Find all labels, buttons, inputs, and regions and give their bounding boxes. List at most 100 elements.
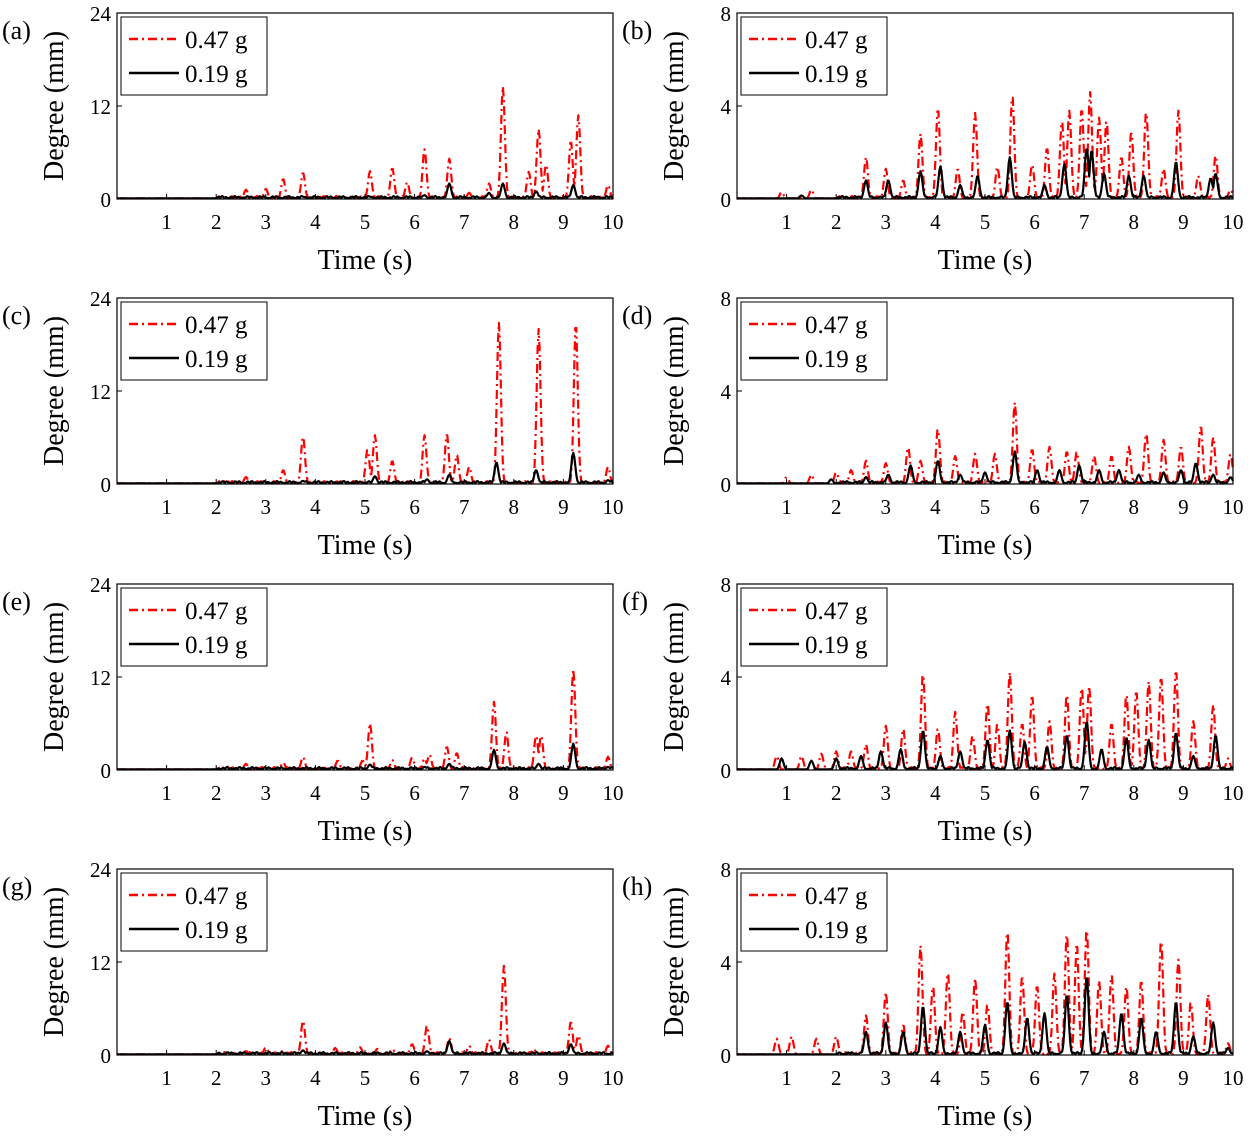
legend: 0.47 g 0.19 g	[740, 872, 888, 952]
x-tick-label: 7	[459, 210, 470, 234]
x-tick-label: 10	[603, 781, 624, 805]
x-tick-label: 6	[409, 1066, 420, 1090]
panel-d: (d) 1 2 3 4 5 6 7 8 9 10 0 4 8 Time (s) Degree (mm) 0.47…	[622, 287, 1244, 561]
legend-label: 0.47 g	[805, 312, 868, 339]
y-tick-label: 4	[721, 666, 732, 690]
x-tick-label: 4	[930, 495, 941, 519]
x-tick-label: 4	[310, 781, 321, 805]
legend-label: 0.47 g	[805, 27, 868, 54]
panel-h: (h) 1 2 3 4 5 6 7 8 9 10 0 4 8 Time (s) Degree (mm) 0.47…	[622, 858, 1244, 1132]
x-tick-label: 2	[831, 210, 842, 234]
x-tick-label: 3	[881, 781, 892, 805]
legend: 0.47 g 0.19 g	[120, 872, 268, 952]
y-axis-label: Degree (mm)	[659, 31, 690, 181]
panel-label: (h)	[622, 872, 652, 901]
x-tick-label: 7	[1079, 495, 1090, 519]
x-tick-label: 2	[831, 1066, 842, 1090]
panel-label: (d)	[622, 301, 652, 330]
legend-label: 0.47 g	[805, 598, 868, 625]
y-tick-label: 24	[90, 287, 112, 311]
x-tick-label: 9	[1178, 495, 1189, 519]
legend: 0.47 g 0.19 g	[740, 587, 888, 667]
legend-label: 0.47 g	[805, 883, 868, 910]
x-tick-label: 3	[881, 210, 892, 234]
x-tick-label: 7	[459, 1066, 470, 1090]
x-tick-label: 9	[558, 1066, 569, 1090]
x-tick-label: 3	[261, 495, 272, 519]
x-tick-label: 8	[509, 495, 520, 519]
x-tick-label: 7	[459, 495, 470, 519]
y-tick-label: 8	[721, 2, 732, 26]
y-tick-label: 12	[90, 951, 111, 975]
legend-box	[740, 16, 888, 96]
x-axis-label: Time (s)	[318, 245, 413, 276]
legend-label: 0.19 g	[805, 346, 868, 373]
y-tick-label: 8	[721, 573, 732, 597]
legend-label: 0.19 g	[805, 917, 868, 944]
y-tick-label: 0	[101, 759, 112, 783]
y-tick-label: 0	[721, 759, 732, 783]
legend: 0.47 g 0.19 g	[740, 16, 888, 96]
y-axis-label: Degree (mm)	[659, 887, 690, 1037]
series-line-0-47-g	[116, 668, 614, 771]
legend-box	[740, 872, 888, 952]
x-axis-label: Time (s)	[318, 816, 413, 847]
legend-box	[740, 587, 888, 667]
series-line-0-47-g	[116, 964, 614, 1056]
x-tick-label: 3	[881, 495, 892, 519]
x-tick-label: 2	[831, 781, 842, 805]
x-tick-label: 7	[1079, 1066, 1090, 1090]
x-tick-label: 1	[781, 495, 792, 519]
series-line-0-47-g	[736, 91, 1235, 200]
legend-label: 0.47 g	[185, 27, 248, 54]
series-line-0-19-g	[736, 450, 1234, 485]
x-tick-label: 4	[930, 781, 941, 805]
y-axis-label: Degree (mm)	[659, 602, 690, 752]
series-line-0-47-g	[736, 401, 1235, 485]
x-tick-label: 3	[261, 210, 272, 234]
x-tick-label: 6	[409, 781, 420, 805]
y-tick-label: 0	[101, 1044, 112, 1068]
y-tick-label: 4	[721, 95, 732, 119]
x-tick-label: 9	[558, 210, 569, 234]
y-axis-label: Degree (mm)	[39, 316, 70, 466]
panel-label: (f)	[622, 587, 648, 616]
panel-f: (f) 1 2 3 4 5 6 7 8 9 10 0 4 8 Time (s) Degree (mm) 0.47…	[622, 573, 1244, 847]
x-tick-label: 4	[310, 1066, 321, 1090]
x-tick-label: 5	[980, 781, 991, 805]
x-tick-label: 4	[930, 1066, 941, 1090]
legend: 0.47 g 0.19 g	[120, 16, 268, 96]
panel-label: (g)	[2, 872, 32, 901]
legend-label: 0.19 g	[805, 632, 868, 659]
legend-box	[120, 587, 268, 667]
x-tick-label: 1	[161, 210, 172, 234]
legend-box	[120, 16, 268, 96]
series-line-0-47-g	[116, 85, 614, 200]
x-tick-label: 5	[360, 210, 371, 234]
legend-label: 0.47 g	[185, 883, 248, 910]
x-tick-label: 5	[980, 495, 991, 519]
x-tick-label: 4	[930, 210, 941, 234]
x-tick-label: 9	[1178, 1066, 1189, 1090]
x-tick-label: 1	[161, 781, 172, 805]
legend-label: 0.47 g	[185, 598, 248, 625]
x-tick-label: 5	[360, 1066, 371, 1090]
x-tick-label: 5	[360, 495, 371, 519]
panel-b: (b) 1 2 3 4 5 6 7 8 9 10 0 4 8 Time (s) Degree (mm) 0.47…	[622, 2, 1244, 276]
x-tick-label: 10	[1223, 1066, 1244, 1090]
legend-box	[120, 872, 268, 952]
series-line-0-19-g	[736, 148, 1234, 200]
y-tick-label: 12	[90, 666, 111, 690]
x-tick-label: 9	[1178, 210, 1189, 234]
series-line-0-47-g	[736, 930, 1234, 1056]
y-tick-label: 12	[90, 95, 111, 119]
x-tick-label: 2	[831, 495, 842, 519]
legend-box	[120, 301, 268, 381]
x-tick-label: 6	[1029, 210, 1040, 234]
x-tick-label: 10	[1223, 495, 1244, 519]
x-tick-label: 6	[1029, 495, 1040, 519]
panel-label: (a)	[2, 16, 31, 45]
